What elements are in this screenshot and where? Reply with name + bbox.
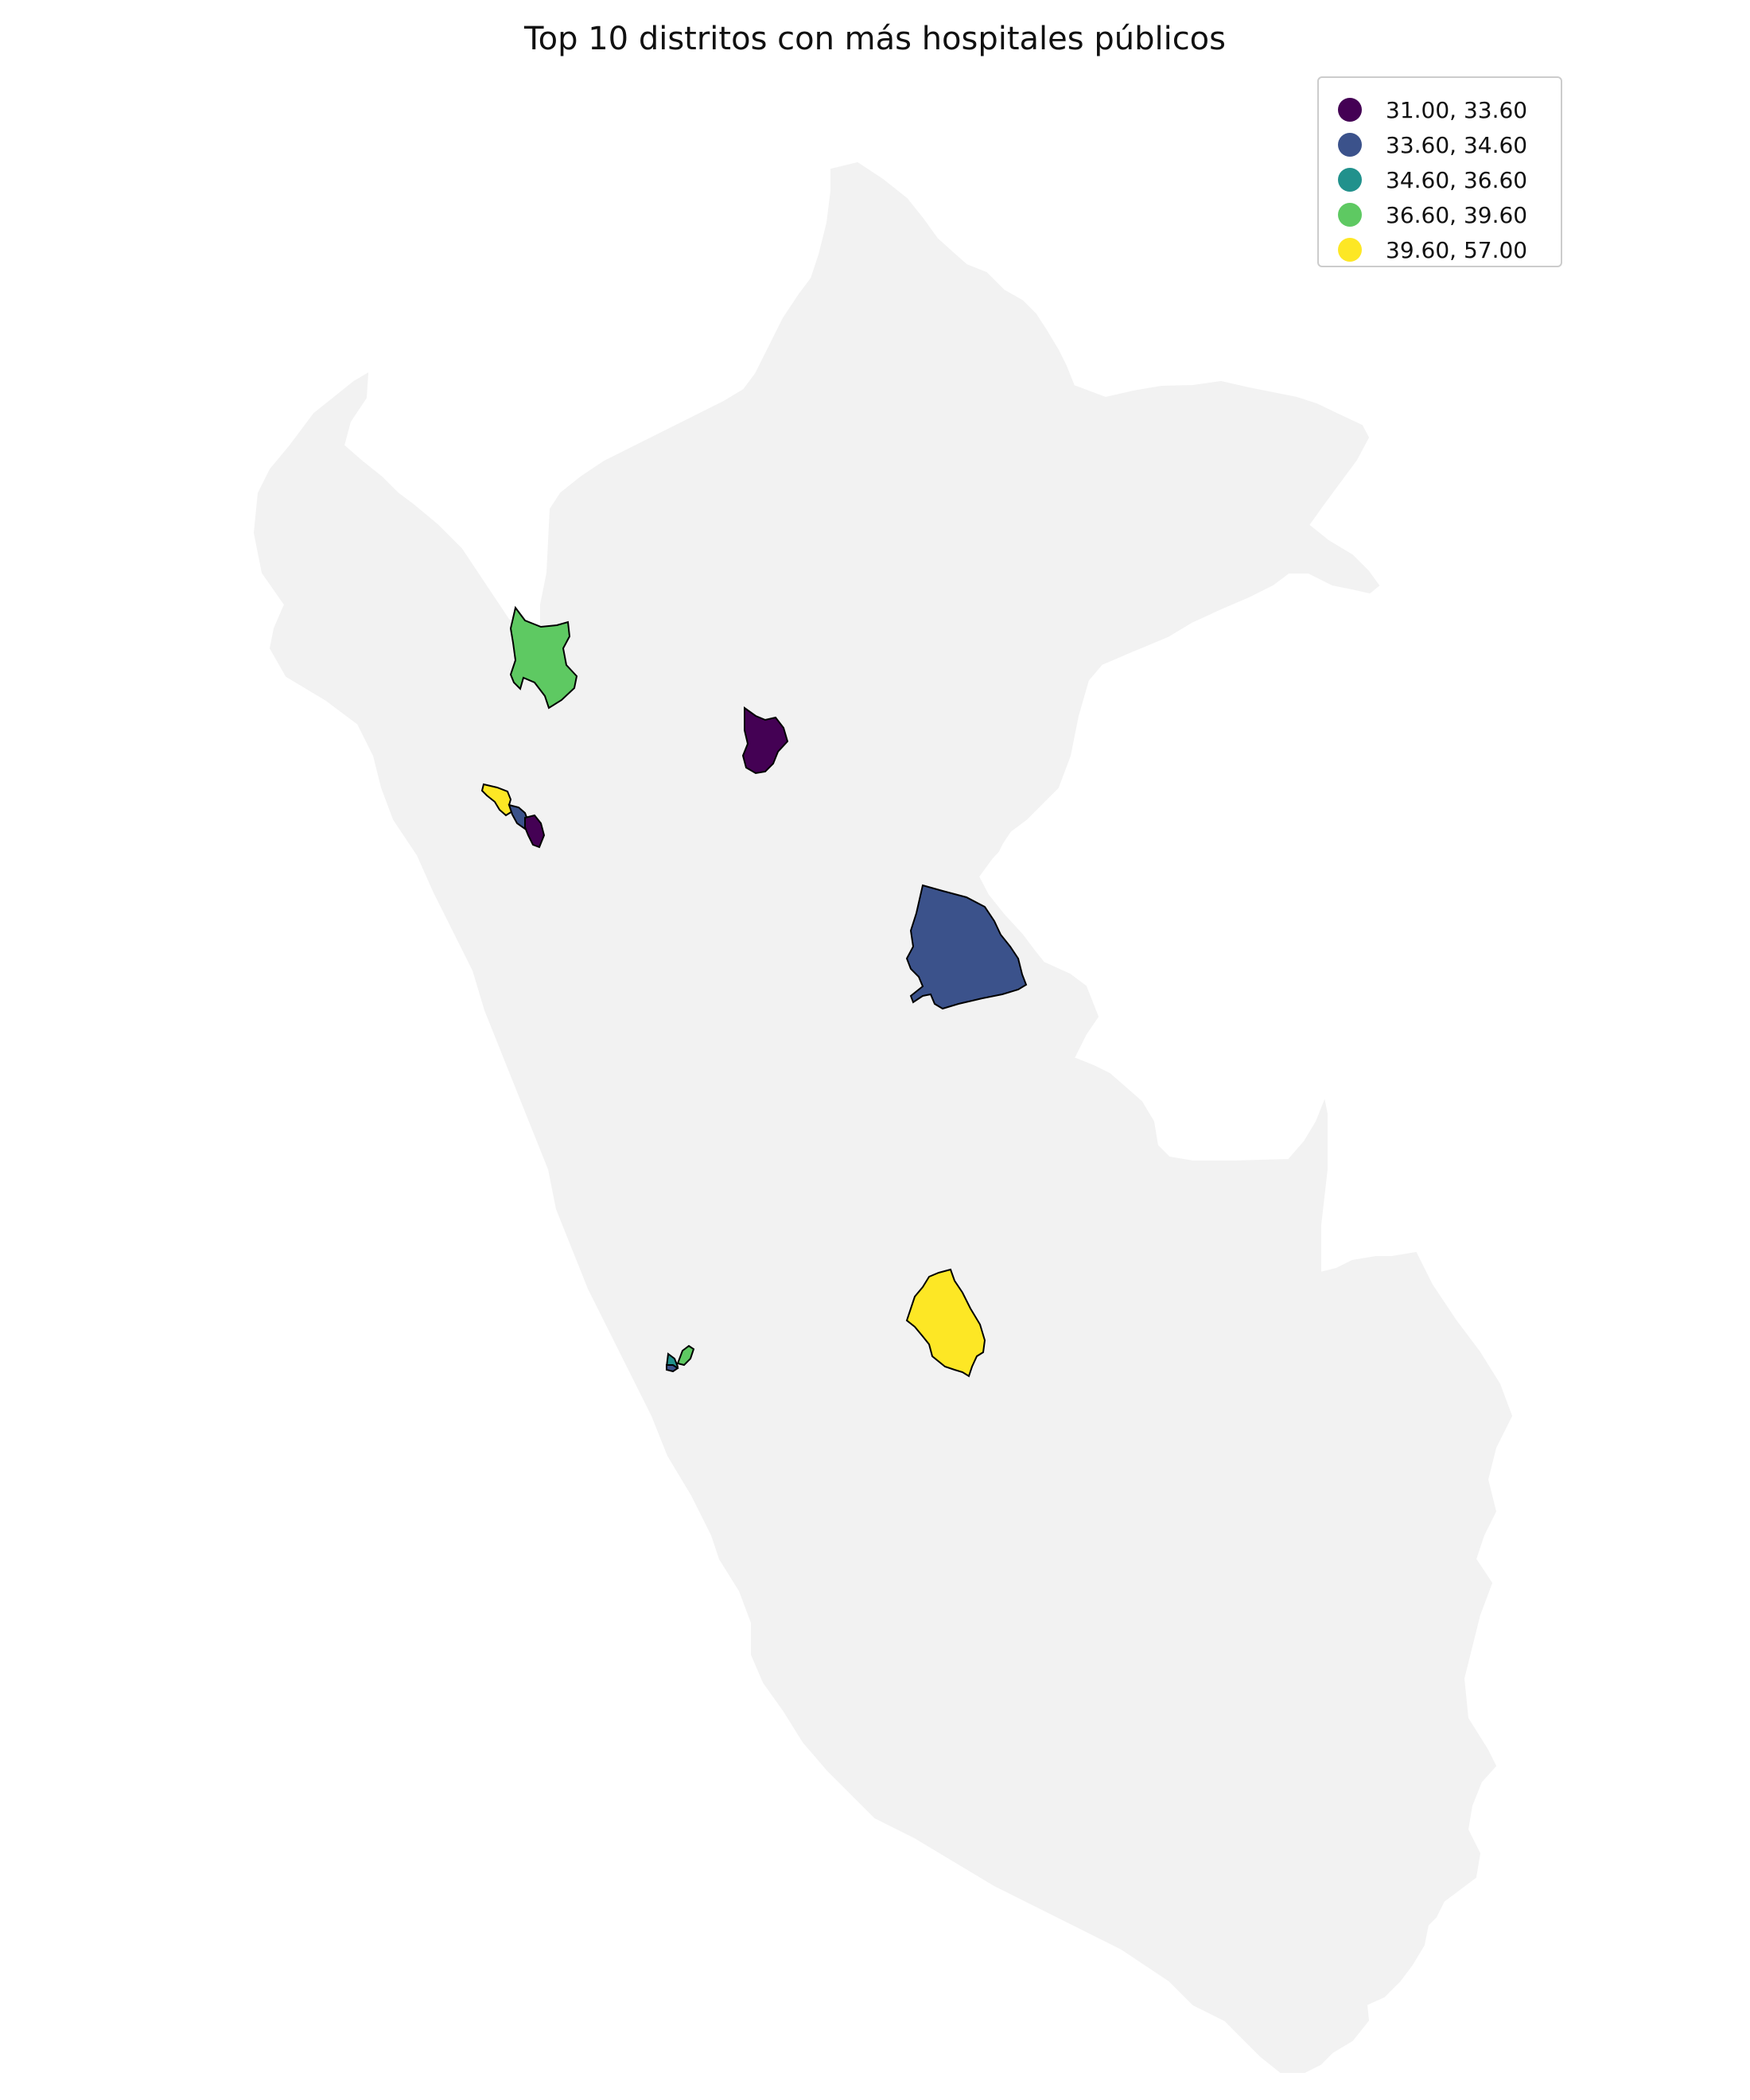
legend-label-5: 39.60, 57.00 [1386,236,1528,263]
district-north-coast-yellow[interactable] [480,783,514,817]
district-north-coast-purple[interactable] [524,814,546,849]
legend-item-4: 36.60, 39.60 [1338,197,1527,232]
legend-label-4: 36.60, 39.60 [1386,201,1528,228]
district-south-central-yellow[interactable] [905,1268,986,1378]
legend-swatch-4 [1338,203,1362,227]
legend-swatch-2 [1338,133,1362,157]
legend-swatch-3 [1338,168,1362,192]
district-lima-green[interactable] [676,1344,695,1367]
legend-item-3: 34.60, 36.60 [1338,162,1527,197]
legend-swatch-1 [1338,98,1362,122]
district-north-central-purple[interactable] [741,706,789,775]
peru-country-shape [253,161,1513,2073]
chart-title: Top 10 distritos con más hospitales públ… [524,21,1226,57]
legend-label-3: 34.60, 36.60 [1386,166,1528,193]
district-northwest-green[interactable] [509,605,578,710]
district-central-east-blue[interactable] [905,884,1028,1010]
district-lima-blue[interactable] [666,1364,679,1373]
legend-item-5: 39.60, 57.00 [1338,232,1527,267]
legend-item-2: 33.60, 34.60 [1338,127,1527,162]
legend-swatch-5 [1338,238,1362,262]
legend: 31.00, 33.60 33.60, 34.60 34.60, 36.60 3… [1317,76,1562,267]
legend-label-2: 33.60, 34.60 [1386,131,1528,158]
legend-item-1: 31.00, 33.60 [1338,92,1527,127]
legend-label-1: 31.00, 33.60 [1386,96,1528,123]
highlighted-districts [480,605,1028,1378]
